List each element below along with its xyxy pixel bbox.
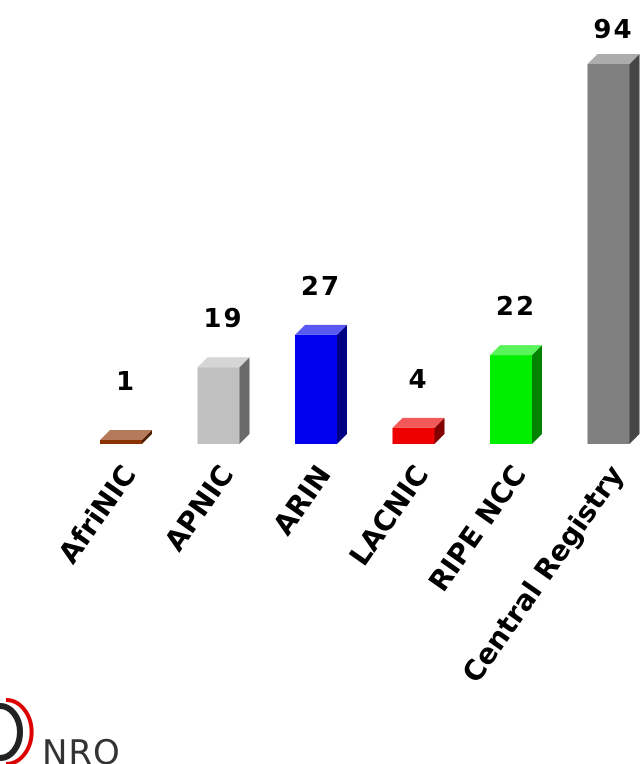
bar-ripe-ncc	[490, 345, 542, 444]
bar-top-arin	[295, 324, 347, 335]
bar-side-lacnic	[434, 417, 445, 444]
category-label-ripe-ncc: RIPE NCC	[422, 459, 533, 597]
bar-afrinic	[100, 429, 152, 444]
data-label-central-registry: 94	[593, 15, 633, 45]
category-label-apnic: APNIC	[158, 459, 240, 557]
bar-front-apnic	[197, 367, 240, 444]
category-label-lacnic: LACNIC	[343, 459, 436, 572]
value-labels-group: 1 19 27 4 22 94	[116, 15, 633, 397]
category-label-arin: ARIN	[266, 459, 337, 541]
bar-central-registry	[587, 54, 640, 444]
bar-front-ripe-ncc	[490, 355, 532, 444]
bar-front-central-registry	[587, 64, 630, 444]
logo-swoosh-red-icon	[5, 698, 34, 764]
bar-front-lacnic	[392, 427, 435, 444]
data-label-lacnic: 4	[408, 365, 428, 395]
logo-text: NRO	[42, 733, 121, 764]
bar-front-arin	[295, 334, 337, 444]
bar-top-apnic	[197, 357, 250, 368]
bar-top-central-registry	[587, 54, 640, 64]
bar-top-ripe-ncc	[490, 345, 542, 356]
bar-arin	[295, 324, 347, 444]
data-label-afrinic: 1	[116, 367, 136, 397]
logo-swoosh-icon	[0, 703, 23, 761]
nro-logo: NRO	[0, 698, 121, 764]
bar-side-central-registry	[629, 54, 640, 444]
bar-lacnic	[392, 417, 445, 444]
category-label-afrinic: AfriNIC	[52, 459, 143, 569]
bar-side-apnic	[239, 357, 250, 444]
bars-group	[100, 54, 640, 444]
data-label-arin: 27	[301, 272, 341, 302]
data-label-ripe-ncc: 22	[496, 292, 536, 322]
data-label-apnic: 19	[203, 304, 243, 334]
bar-side-ripe-ncc	[532, 345, 542, 444]
bar-side-afrinic	[142, 429, 152, 444]
bar-top-afrinic	[100, 429, 152, 440]
bar-front-afrinic	[100, 439, 142, 444]
bar-top-lacnic	[392, 417, 445, 428]
bar-side-arin	[337, 324, 347, 444]
bar-apnic	[197, 357, 250, 444]
